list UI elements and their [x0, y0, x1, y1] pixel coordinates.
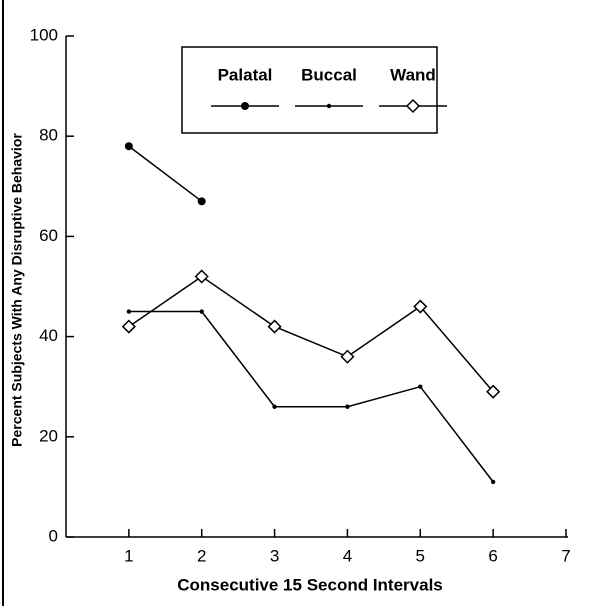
- series-line: [128, 275, 494, 393]
- marker: [126, 309, 132, 314]
- legend-label: Wand: [390, 65, 436, 84]
- series-line: [128, 145, 203, 202]
- x-tick-label: 2: [197, 546, 206, 565]
- y-axis-label: Percent Subjects With Any Disruptive Beh…: [9, 133, 25, 447]
- marker: [199, 309, 204, 314]
- x-tick-label: 5: [416, 546, 425, 565]
- x-tick-label: 4: [343, 546, 352, 565]
- marker: [345, 404, 350, 409]
- marker: [486, 384, 501, 399]
- marker: [326, 103, 332, 109]
- marker: [197, 197, 206, 206]
- x-tick-label: 7: [561, 546, 570, 565]
- marker: [340, 349, 355, 364]
- y-tick-label: 60: [39, 226, 58, 245]
- y-tick-label: 80: [39, 126, 58, 145]
- legend-label: Buccal: [301, 65, 357, 84]
- x-tick-label: 3: [270, 546, 279, 565]
- series-line: [128, 310, 494, 483]
- marker: [418, 384, 423, 389]
- marker: [124, 142, 133, 151]
- marker: [267, 319, 282, 334]
- y-tick-label: 0: [49, 526, 58, 545]
- x-axis-label: Consecutive 15 Second Intervals: [177, 575, 443, 594]
- marker: [241, 102, 249, 110]
- marker: [413, 299, 428, 314]
- marker: [405, 98, 421, 114]
- y-tick-label: 100: [30, 25, 58, 44]
- marker: [490, 479, 496, 485]
- legend-label: Palatal: [218, 65, 273, 84]
- y-tick-label: 20: [39, 426, 58, 445]
- marker: [121, 319, 136, 334]
- marker: [194, 269, 209, 284]
- y-tick-label: 40: [39, 326, 58, 345]
- x-tick-label: 6: [488, 546, 497, 565]
- x-tick-label: 1: [124, 546, 133, 565]
- legend-box: [181, 46, 438, 134]
- marker: [272, 404, 277, 409]
